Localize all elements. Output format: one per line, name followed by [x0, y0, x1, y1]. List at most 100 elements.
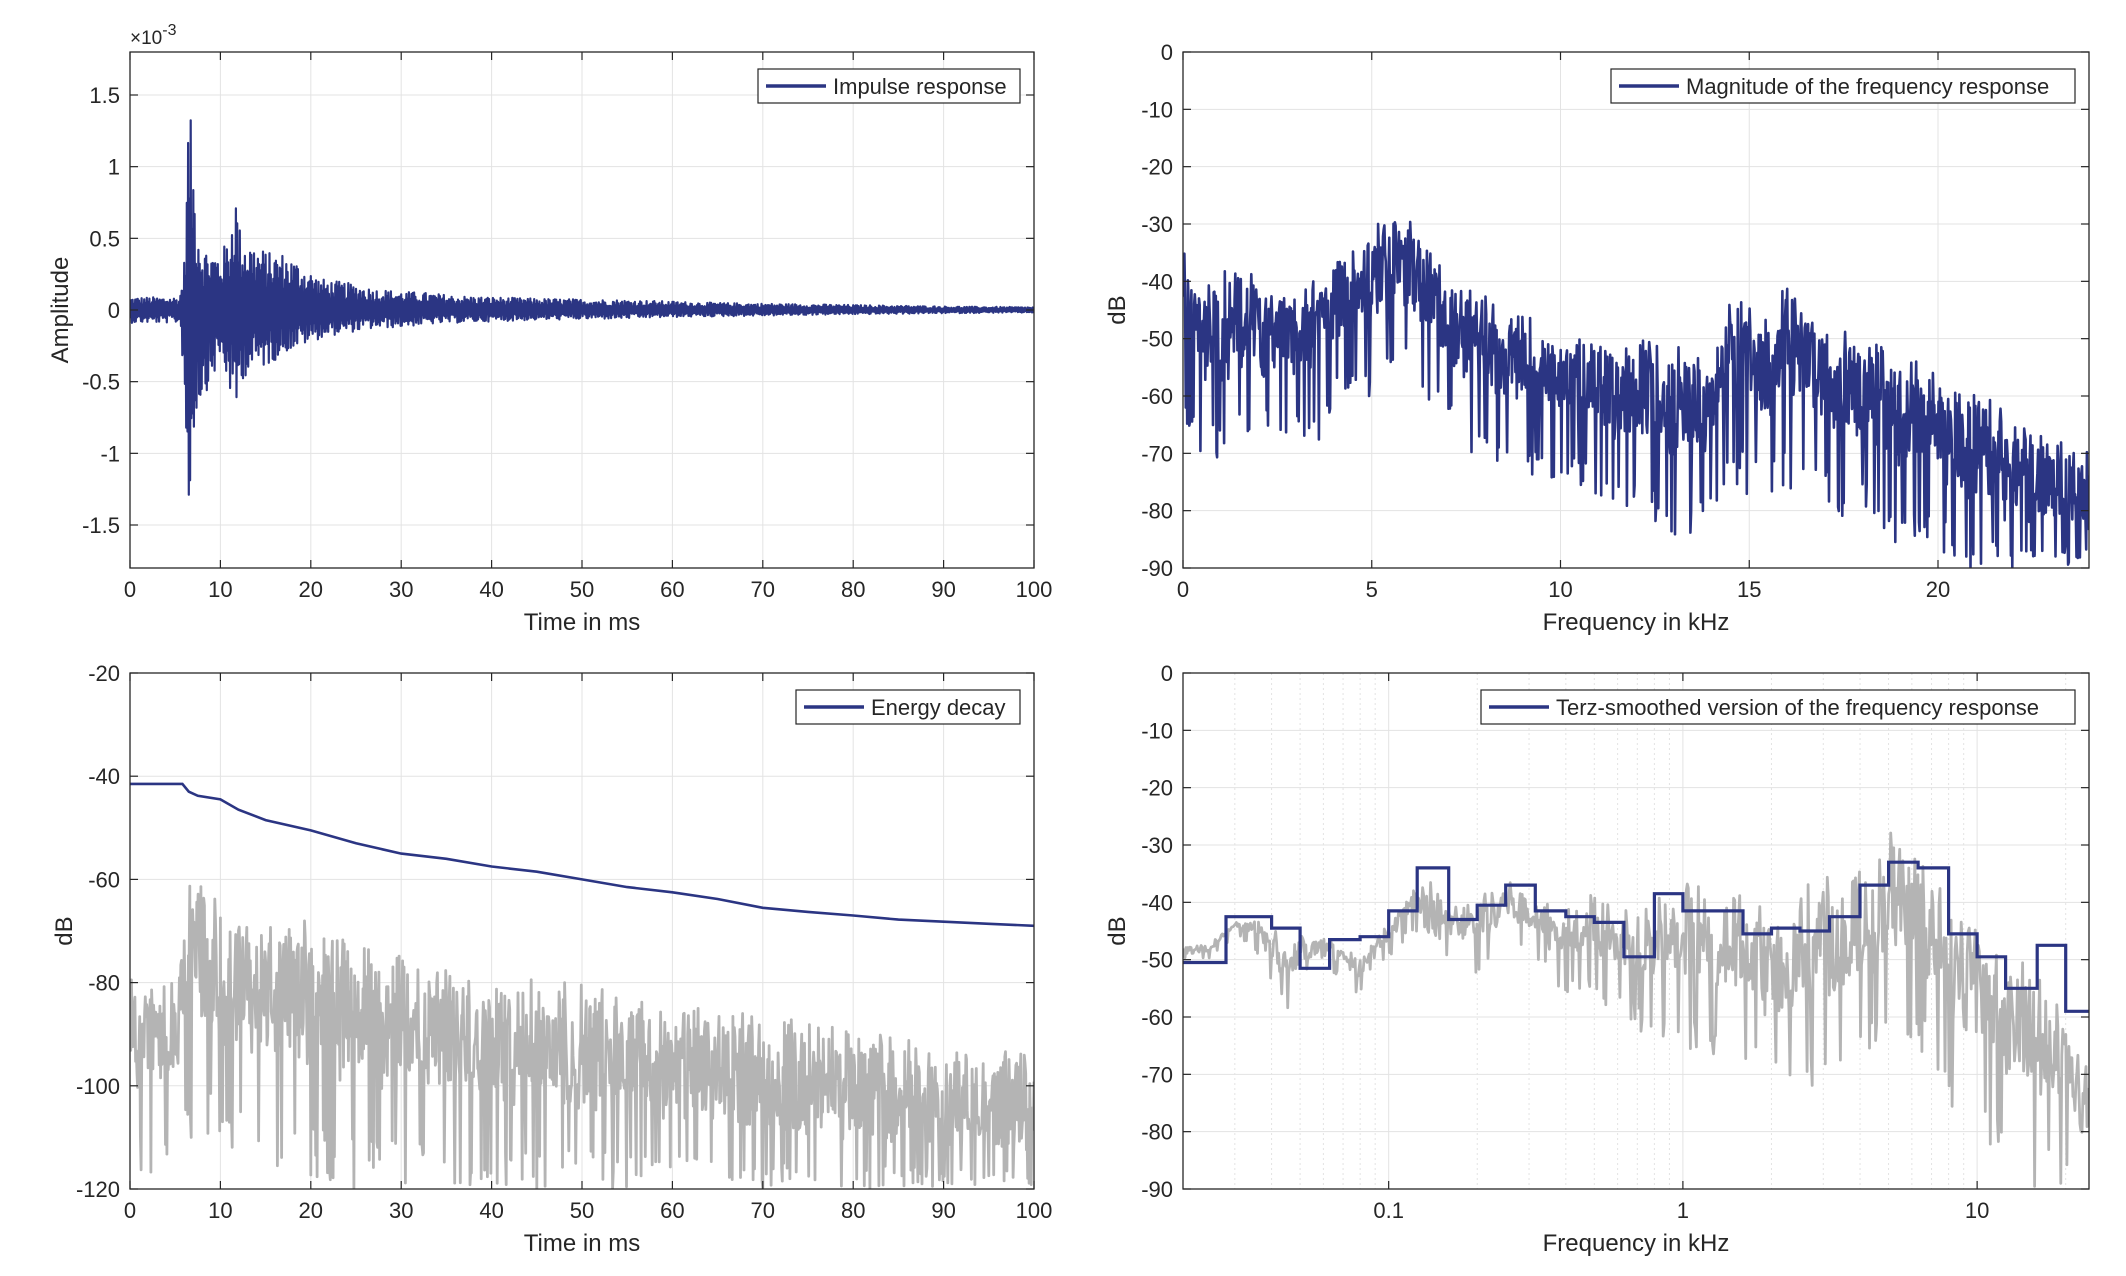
- x-tick-label: 70: [751, 1198, 775, 1223]
- y-tick-label: -120: [76, 1177, 120, 1202]
- x-tick-label: 15: [1737, 577, 1761, 602]
- unsmoothed-series: [130, 884, 1034, 1189]
- y-tick-label: 1: [108, 155, 120, 180]
- x-tick-label: 5: [1366, 577, 1378, 602]
- legend-entry: Impulse response: [833, 74, 1007, 99]
- x-tick-label: 50: [570, 1198, 594, 1223]
- y-tick-label: -70: [1141, 441, 1173, 466]
- y-tick-label: -40: [1141, 269, 1173, 294]
- y-axis-label: dB: [51, 916, 78, 945]
- terz-smoothed-version-of-the-frequency-response-series: [1183, 860, 2089, 1013]
- x-tick-label: 20: [299, 1198, 323, 1223]
- y-tick-label: -0.5: [82, 370, 120, 395]
- y-tick-label: -40: [88, 764, 120, 789]
- x-tick-label: 80: [841, 1198, 865, 1223]
- x-tick-label: 10: [1548, 577, 1572, 602]
- y-tick-label: -80: [1141, 499, 1173, 524]
- y-tick-label: 0.5: [89, 226, 120, 251]
- x-tick-label: 60: [660, 1198, 684, 1223]
- y-tick-label: -50: [1141, 948, 1173, 973]
- series-group: [1183, 831, 2089, 1188]
- x-tick-label: 40: [479, 577, 503, 602]
- x-tick-label: 100: [1016, 577, 1053, 602]
- impulse-response-series: [130, 119, 1034, 496]
- y-axis-label: dB: [1104, 295, 1131, 324]
- x-tick-label: 90: [931, 1198, 955, 1223]
- unsmoothed-series: [1183, 831, 2089, 1188]
- series-group: [130, 119, 1034, 496]
- legend-box: [1610, 68, 2076, 104]
- y-tick-label: -60: [88, 867, 120, 892]
- y-tick-label: -40: [1141, 890, 1173, 915]
- y-tick-label: -10: [1141, 97, 1173, 122]
- frequency-magnitude-panel: 0 5 10 15 20 0 -10 -20 -30 -40 -50 -60 -70 -80 -90 Freq…: [1104, 40, 2090, 636]
- x-tick-label: 0: [124, 1198, 136, 1223]
- terz-smoothed-panel: 0.1 1 10 0 -10 -20 -30 -40 -50 -60 -70 -80 -90 Freque…: [1104, 661, 2090, 1257]
- x-axis-label: Frequency in kHz: [1543, 1230, 1730, 1257]
- x-tick-label: 10: [208, 577, 232, 602]
- x-tick-label: 20: [1926, 577, 1950, 602]
- x-tick-label: 0: [124, 577, 136, 602]
- y-tick-label: -90: [1141, 1177, 1173, 1202]
- x-tick-label: 30: [389, 577, 413, 602]
- legend-box: [1480, 689, 2076, 725]
- energy-decay-panel: 0 10 20 30 40 50 60 70 80 90 100 -20 -40 -60 -80 -100 -1…: [51, 661, 1052, 1257]
- x-tick-label: 90: [931, 577, 955, 602]
- y-tick-label: -20: [1141, 155, 1173, 180]
- y-tick-label: 0: [1161, 40, 1173, 65]
- legend: Magnitude of the frequency response: [1610, 68, 2076, 104]
- y-tick-label: -80: [88, 971, 120, 996]
- magnitude-of-the-frequency-response-series: [1183, 220, 2089, 568]
- y-tick-label: -1.5: [82, 513, 120, 538]
- series-group: [130, 782, 1034, 1189]
- y-tick-label: -50: [1141, 327, 1173, 352]
- x-tick-label: 70: [751, 577, 775, 602]
- x-axis-label: Time in ms: [524, 1230, 640, 1257]
- x-tick-label: 100: [1016, 1198, 1053, 1223]
- y-axis-label: dB: [1104, 916, 1131, 945]
- axes-frame: [1182, 672, 2090, 1190]
- x-tick-label: 10: [1965, 1198, 1989, 1223]
- x-tick-label: 30: [389, 1198, 413, 1223]
- y-tick-label: -80: [1141, 1120, 1173, 1145]
- x-tick-label: 60: [660, 577, 684, 602]
- y-tick-label: -100: [76, 1074, 120, 1099]
- plot-area: [1183, 673, 2089, 1189]
- x-tick-label: 20: [299, 577, 323, 602]
- axes-frame: [1182, 51, 2090, 569]
- legend: Terz-smoothed version of the frequency r…: [1480, 689, 2076, 725]
- y-tick-label: 0: [1161, 661, 1173, 686]
- legend-entry: Magnitude of the frequency response: [1686, 74, 2049, 99]
- legend: Impulse response: [757, 68, 1021, 104]
- x-tick-label: 1: [1677, 1198, 1689, 1223]
- x-tick-label: 50: [570, 577, 594, 602]
- y-tick-label: -10: [1141, 718, 1173, 743]
- legend: Energy decay: [795, 689, 1021, 725]
- x-tick-label: 40: [479, 1198, 503, 1223]
- x-axis-label: Frequency in kHz: [1543, 609, 1730, 636]
- y-tick-label: -20: [1141, 776, 1173, 801]
- y-exponent-label: ×10-3: [130, 22, 177, 49]
- x-tick-label: 10: [208, 1198, 232, 1223]
- y-axis-label: Amplitude: [47, 257, 74, 364]
- legend-entry: Terz-smoothed version of the frequency r…: [1556, 695, 2039, 720]
- x-tick-label: 0: [1177, 577, 1189, 602]
- y-tick-label: 0: [108, 298, 120, 323]
- legend-entry: Energy decay: [871, 695, 1006, 720]
- energy-decay-series: [130, 782, 1034, 928]
- x-axis-label: Time in ms: [524, 609, 640, 636]
- y-tick-label: -30: [1141, 833, 1173, 858]
- y-tick-label: 1.5: [89, 83, 120, 108]
- series-group: [1183, 220, 2089, 568]
- y-tick-label: -60: [1141, 384, 1173, 409]
- y-tick-label: -60: [1141, 1005, 1173, 1030]
- y-tick-label: -20: [88, 661, 120, 686]
- x-tick-label: 80: [841, 577, 865, 602]
- impulse-response-panel: 0 10 20 30 40 50 60 70 80 90 100 -1.5 -1 -0.5 0 0.5 1 1.5…: [47, 22, 1052, 636]
- y-tick-label: -1: [100, 441, 120, 466]
- y-tick-label: -90: [1141, 556, 1173, 581]
- y-tick-label: -70: [1141, 1062, 1173, 1087]
- x-tick-label: 0.1: [1373, 1198, 1404, 1223]
- y-tick-label: -30: [1141, 212, 1173, 237]
